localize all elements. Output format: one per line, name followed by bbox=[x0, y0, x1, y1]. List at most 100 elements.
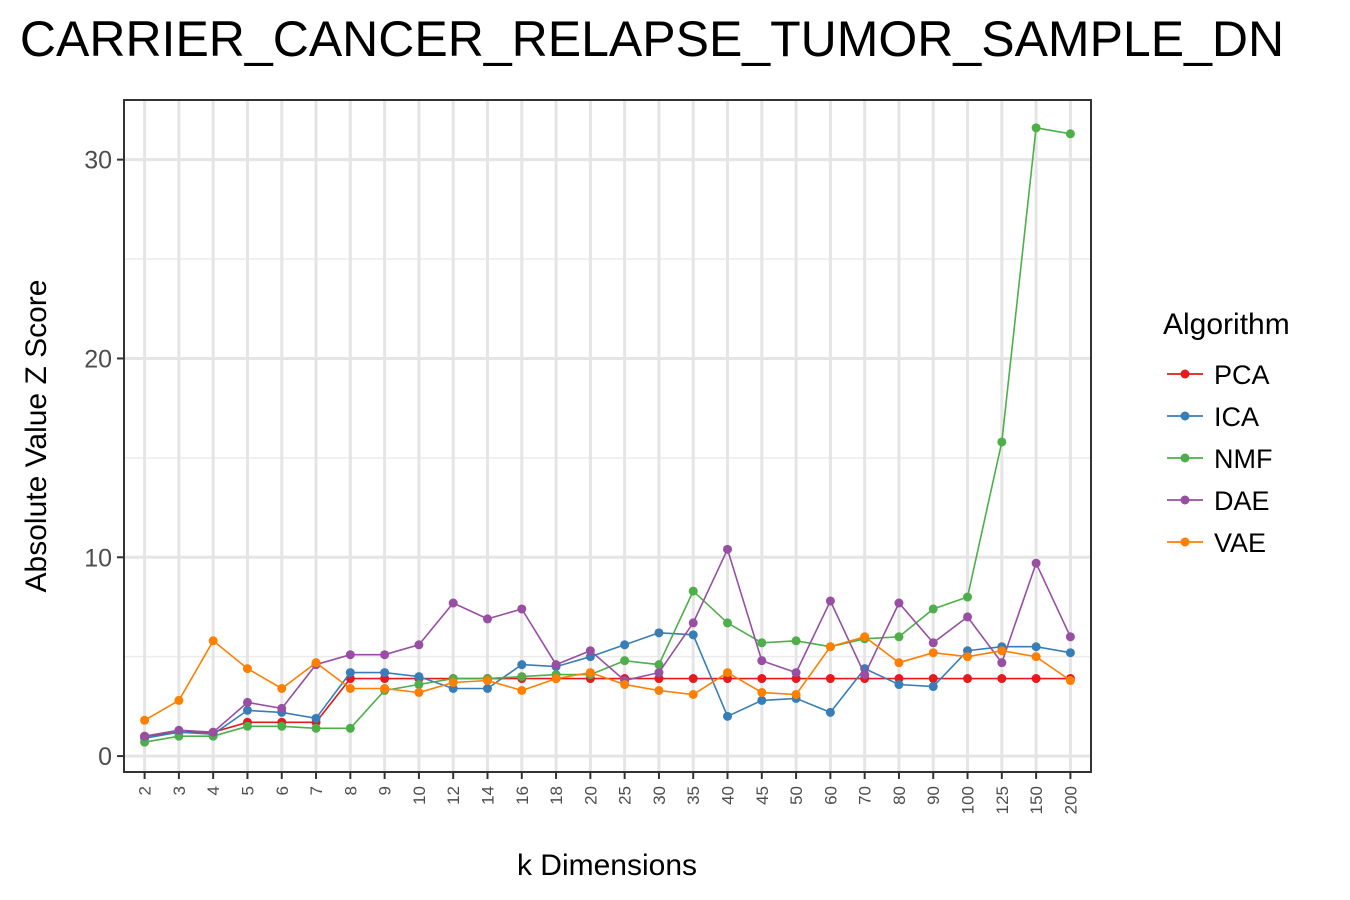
data-point-dae bbox=[723, 544, 733, 554]
legend-label: VAE bbox=[1214, 528, 1266, 558]
data-point-nmf bbox=[242, 721, 252, 731]
data-point-dae bbox=[585, 646, 595, 656]
legend-item-nmf: NMF bbox=[1167, 444, 1272, 474]
data-point-dae bbox=[482, 614, 492, 624]
data-point-nmf bbox=[791, 636, 801, 646]
data-point-ica bbox=[688, 630, 698, 640]
y-tick-label: 10 bbox=[84, 544, 112, 572]
data-point-vae bbox=[723, 668, 733, 678]
data-point-pca bbox=[928, 674, 938, 684]
data-point-ica bbox=[894, 680, 904, 690]
data-point-pca bbox=[1031, 674, 1041, 684]
data-point-vae bbox=[928, 648, 938, 658]
legend-title: Algorithm bbox=[1163, 308, 1290, 341]
legend-key-point bbox=[1180, 453, 1190, 463]
data-point-dae bbox=[414, 640, 424, 650]
x-tick-label: 18 bbox=[547, 786, 566, 805]
x-tick-label: 4 bbox=[204, 786, 223, 795]
x-tick-label: 70 bbox=[856, 786, 875, 805]
series-line-vae bbox=[144, 635, 1071, 721]
series-dae bbox=[140, 544, 1075, 741]
x-tick-label: 8 bbox=[341, 786, 360, 795]
series-layer bbox=[140, 123, 1075, 747]
x-tick-label: 9 bbox=[376, 786, 395, 795]
data-point-nmf bbox=[654, 660, 664, 670]
series-line-ica bbox=[144, 631, 1071, 739]
data-point-dae bbox=[860, 670, 870, 680]
data-point-nmf bbox=[997, 437, 1007, 447]
data-point-ica bbox=[723, 711, 733, 721]
chart-title: CARRIER_CANCER_RELAPSE_TUMOR_SAMPLE_DN bbox=[19, 11, 1285, 67]
data-point-pca bbox=[688, 674, 698, 684]
x-tick-label: 35 bbox=[684, 786, 703, 805]
data-point-vae bbox=[585, 668, 595, 678]
data-point-vae bbox=[654, 685, 664, 695]
data-point-vae bbox=[277, 683, 287, 693]
data-point-dae bbox=[448, 598, 458, 608]
data-point-vae bbox=[757, 687, 767, 697]
legend-key-point bbox=[1180, 537, 1190, 547]
data-point-vae bbox=[997, 646, 1007, 656]
data-point-vae bbox=[517, 685, 527, 695]
x-axis-label: k Dimensions bbox=[517, 849, 697, 882]
data-point-vae bbox=[482, 676, 492, 686]
y-tick-label: 20 bbox=[84, 345, 112, 373]
x-tick-label: 50 bbox=[787, 786, 806, 805]
data-point-vae bbox=[242, 664, 252, 674]
x-tick-label: 150 bbox=[1027, 786, 1046, 814]
data-point-nmf bbox=[894, 632, 904, 642]
data-point-dae bbox=[242, 697, 252, 707]
x-tick-label: 30 bbox=[650, 786, 669, 805]
data-point-dae bbox=[551, 660, 561, 670]
data-point-nmf bbox=[414, 680, 424, 690]
data-point-ica bbox=[757, 695, 767, 705]
data-point-ica bbox=[654, 628, 664, 638]
data-point-ica bbox=[928, 682, 938, 692]
data-point-ica bbox=[825, 707, 835, 717]
x-tick-label: 12 bbox=[444, 786, 463, 805]
data-point-pca bbox=[963, 674, 973, 684]
data-point-ica bbox=[517, 660, 527, 670]
y-tick-label: 0 bbox=[98, 743, 112, 771]
data-point-dae bbox=[654, 668, 664, 678]
data-point-dae bbox=[894, 598, 904, 608]
data-point-nmf bbox=[1031, 123, 1041, 133]
legend-key-point bbox=[1180, 369, 1190, 379]
x-tick-label: 7 bbox=[307, 786, 326, 795]
data-point-dae bbox=[208, 727, 218, 737]
data-point-dae bbox=[825, 596, 835, 606]
legend-key-point bbox=[1180, 411, 1190, 421]
data-point-nmf bbox=[620, 656, 630, 666]
x-tick-label: 10 bbox=[410, 786, 429, 805]
data-point-vae bbox=[860, 632, 870, 642]
plot-border bbox=[123, 99, 1092, 773]
data-point-ica bbox=[414, 672, 424, 682]
legend-item-dae: DAE bbox=[1167, 486, 1270, 516]
data-point-ica bbox=[620, 640, 630, 650]
series-line-dae bbox=[144, 547, 1072, 737]
data-point-dae bbox=[791, 668, 801, 678]
x-tick-label: 125 bbox=[993, 786, 1012, 814]
data-point-dae bbox=[345, 650, 355, 660]
data-point-nmf bbox=[757, 638, 767, 648]
grid bbox=[124, 100, 1091, 772]
data-point-dae bbox=[517, 604, 527, 614]
series-vae bbox=[140, 632, 1075, 725]
data-point-vae bbox=[380, 683, 390, 693]
x-tick-label: 40 bbox=[719, 786, 738, 805]
legend-item-vae: VAE bbox=[1167, 528, 1266, 558]
data-point-ica bbox=[311, 713, 321, 723]
data-point-vae bbox=[620, 680, 630, 690]
data-point-vae bbox=[1065, 676, 1075, 686]
data-point-vae bbox=[1031, 652, 1041, 662]
y-axis-label: Absolute Value Z Score bbox=[20, 280, 53, 593]
data-point-dae bbox=[688, 618, 698, 628]
legend-item-pca: PCA bbox=[1167, 360, 1270, 390]
data-point-vae bbox=[345, 683, 355, 693]
plot-panel bbox=[124, 100, 1091, 772]
data-point-vae bbox=[174, 695, 184, 705]
data-point-nmf bbox=[311, 723, 321, 733]
data-point-ica bbox=[482, 683, 492, 693]
